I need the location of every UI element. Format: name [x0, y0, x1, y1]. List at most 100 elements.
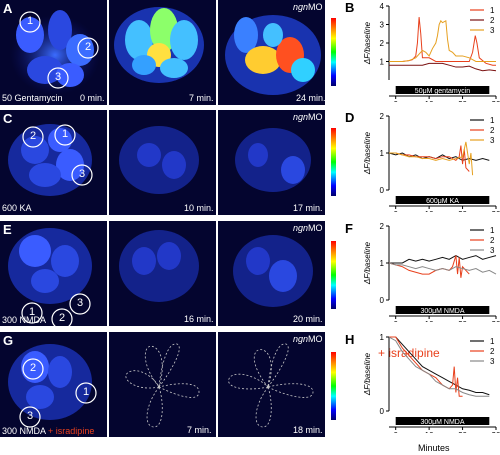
outline-image: [125, 343, 200, 428]
cell-number: 3: [55, 71, 62, 83]
y-axis-label: ΔF/baseline: [364, 241, 372, 285]
series-line-2: [389, 62, 497, 72]
colorbar-g: [331, 352, 336, 420]
morpholino-label: ngnMO: [293, 2, 323, 12]
cell-number: 2: [30, 362, 37, 374]
treatment-caption: 300 NMDA: [2, 315, 47, 325]
x-tick-label: 30: [492, 320, 500, 322]
image-panel-g-0: G 2 1 3 300 NMDA + isradipine: [0, 332, 107, 437]
y-tick-label: 0: [380, 407, 385, 416]
series-line-3: [389, 141, 474, 176]
panel-letter: E: [3, 222, 12, 237]
legend-label-1: 1: [490, 6, 495, 15]
image-panel-c-2: ngnMO 17 min.: [218, 110, 325, 215]
cell-number: 3: [79, 168, 86, 180]
y-tick-label: 0: [380, 186, 385, 195]
treatment-caption: 300 NMDA + isradipine: [2, 426, 95, 436]
treatment-bar-label: 300μM NMDA: [420, 419, 464, 426]
x-tick-label: 20: [458, 210, 467, 212]
x-tick-label: 30: [492, 100, 500, 102]
time-label: 7 min.: [189, 93, 214, 103]
image-panel-g-1: 7 min.: [109, 332, 216, 437]
treatment-bar: [395, 86, 490, 94]
series-line-1: [389, 17, 496, 66]
cells-image: [10, 10, 100, 95]
treatment-bar-label: 50μM gentamycin: [415, 88, 470, 95]
panel-letter: A: [3, 1, 13, 16]
image-panel-a-2: ngnMO 24 min.: [218, 0, 325, 105]
time-label: 0 min.: [80, 93, 105, 103]
colorbar-c: [331, 128, 336, 196]
x-tick-label: 10: [425, 431, 434, 433]
cells-image: [235, 128, 311, 192]
cell-number: 3: [27, 410, 34, 422]
image-panel-e-2: ngnMO 20 min.: [218, 221, 325, 326]
x-tick-label: 0: [393, 431, 398, 433]
y-tick-label: 2: [380, 112, 385, 121]
time-label: 10 min.: [184, 203, 214, 213]
series-line-1: [389, 336, 490, 396]
treatment-bar: [395, 196, 490, 204]
x-tick-label: 10: [425, 210, 434, 212]
graph-letter: F: [345, 221, 353, 236]
colorbar-a: [331, 18, 336, 86]
x-tick-label: 30: [492, 210, 500, 212]
image-panel-c-1: 10 min.: [109, 110, 216, 215]
outline-image: [228, 343, 314, 428]
x-tick-label: 20: [458, 320, 467, 322]
treatment-bar: [395, 306, 490, 314]
legend-label-1: 1: [490, 226, 495, 235]
treatment-bar-label: 600μM KA: [426, 198, 459, 205]
y-tick-label: 2: [380, 39, 385, 48]
treatment-bar-label: 300μM NMDA: [420, 308, 464, 315]
time-label: 16 min.: [184, 314, 214, 324]
cells-image: [119, 126, 199, 194]
x-axis-label: Minutes: [418, 443, 450, 453]
graph-letter: B: [345, 0, 355, 15]
x-tick-label: 0: [393, 320, 398, 322]
cells-image: [8, 344, 97, 428]
morpholino-label: ngnMO: [293, 334, 323, 344]
cell-number: 2: [30, 130, 37, 142]
x-tick-label: 20: [458, 431, 467, 433]
image-panel-e-0: E 3 1 2 300 NMDA: [0, 221, 107, 326]
image-panel-c-0: C 2 1 3 600 KA: [0, 110, 107, 215]
series-line-2: [389, 336, 463, 397]
legend-label-3: 3: [490, 357, 495, 366]
cells-image: [8, 228, 92, 326]
legend-label-1: 1: [490, 337, 495, 346]
series-line-3: [388, 262, 497, 275]
x-tick-label: 30: [492, 431, 500, 433]
isradipine-label: + isradipine: [378, 346, 440, 360]
time-label: 24 min.: [296, 93, 325, 103]
series-line-2: [389, 145, 470, 172]
legend-label-3: 3: [490, 26, 495, 35]
y-tick-label: 1: [380, 259, 385, 268]
y-tick-label: 4: [380, 2, 385, 11]
time-label: 18 min.: [293, 425, 323, 435]
y-axis-label: ΔF/baseline: [364, 21, 372, 65]
x-tick-label: 20: [458, 100, 467, 102]
time-label: 7 min.: [187, 425, 212, 435]
y-axis-label: ΔF/baseline: [364, 352, 372, 396]
image-panel-a-1: 7 min.: [109, 0, 216, 105]
x-tick-label: 0: [393, 100, 398, 102]
legend-label-3: 3: [490, 136, 495, 145]
morpholino-label: ngnMO: [293, 223, 323, 233]
legend-label-2: 2: [490, 16, 495, 25]
time-label: 17 min.: [293, 203, 323, 213]
image-panel-e-1: 16 min.: [109, 221, 216, 326]
y-axis-label: ΔF/baseline: [364, 131, 372, 175]
y-tick-label: 2: [380, 222, 385, 231]
cell-number: 2: [59, 312, 66, 324]
x-tick-label: 0: [393, 210, 398, 212]
y-tick-label: 1: [380, 149, 385, 158]
x-tick-label: 10: [425, 100, 434, 102]
treatment-bar: [395, 417, 490, 425]
cell-number: 1: [62, 128, 69, 140]
series-line-1: [389, 255, 497, 264]
graph-letter: D: [345, 110, 355, 125]
